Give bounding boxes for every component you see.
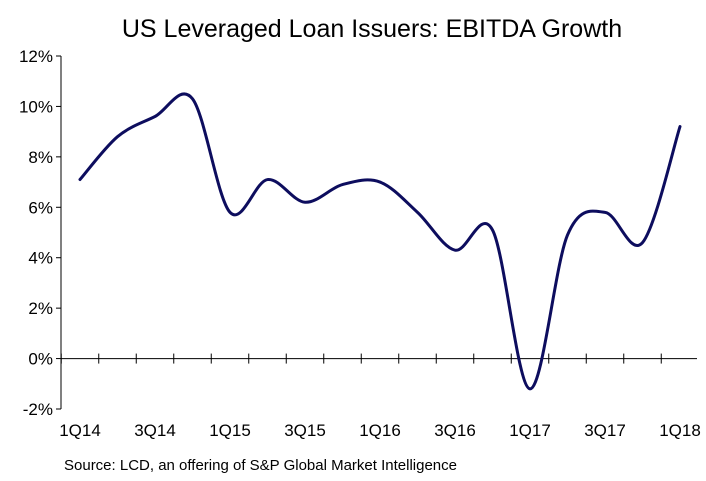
x-tick-label: 1Q14 — [59, 421, 101, 440]
x-tick-label: 1Q17 — [509, 421, 551, 440]
x-tick-label: 1Q18 — [659, 421, 701, 440]
y-tick-label: 6% — [28, 198, 53, 217]
y-tick-label: 10% — [19, 97, 53, 116]
y-tick-label: -2% — [23, 400, 53, 419]
x-axis-ticks: 1Q14 3Q14 1Q15 3Q15 1Q16 3Q16 1Q17 3Q17 1Q18 — [59, 353, 701, 440]
series-layer — [78, 92, 682, 391]
x-tick-label: 3Q14 — [134, 421, 176, 440]
x-tick-label: 3Q15 — [284, 421, 326, 440]
y-axis-ticks: -2% 0% 2% 4% 6% 8% 10% 12% — [19, 47, 61, 419]
x-tick-label: 1Q15 — [209, 421, 251, 440]
source-note: Source: LCD, an offering of S&P Global M… — [64, 457, 457, 474]
chart-title: US Leveraged Loan Issuers: EBITDA Growth — [122, 15, 622, 43]
ebitda-growth-series-line — [78, 92, 682, 391]
y-tick-label: 4% — [28, 249, 53, 268]
y-tick-label: 8% — [28, 148, 53, 167]
y-tick-label: 12% — [19, 47, 53, 66]
x-tick-label: 3Q16 — [434, 421, 476, 440]
x-tick-label: 1Q16 — [359, 421, 401, 440]
y-tick-label: 2% — [28, 299, 53, 318]
x-tick-label: 3Q17 — [584, 421, 626, 440]
y-tick-label: 0% — [28, 350, 53, 369]
